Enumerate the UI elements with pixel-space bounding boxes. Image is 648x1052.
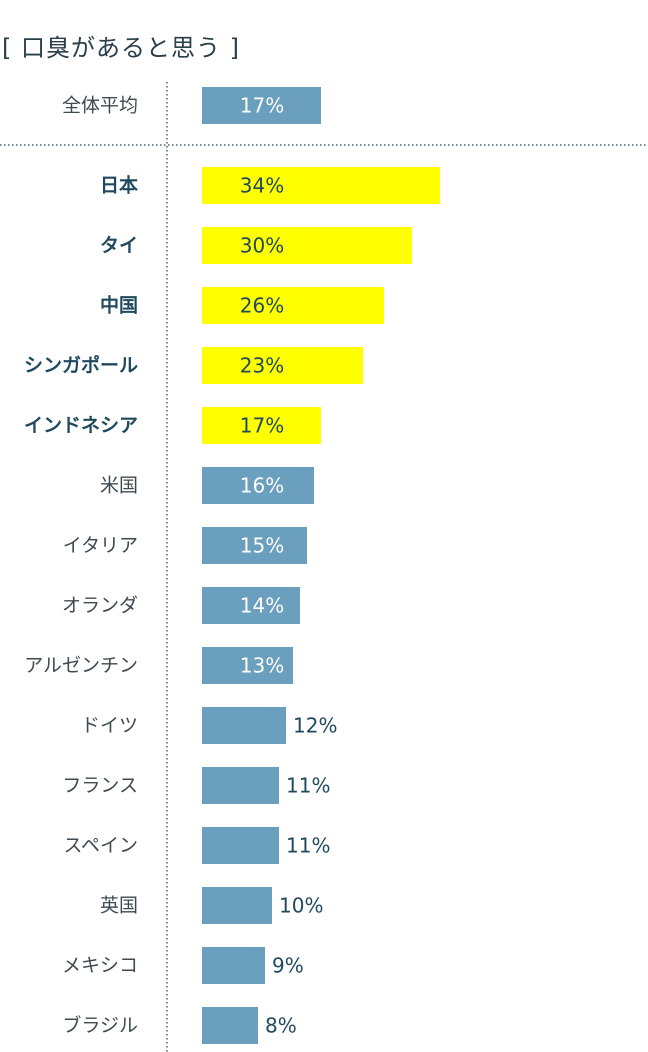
- value-label-average: 17%: [240, 94, 284, 118]
- value-label-2: 26%: [240, 294, 284, 318]
- value-label-8: 13%: [240, 654, 284, 678]
- bar-5: [202, 467, 314, 504]
- bar-9: [202, 707, 286, 744]
- value-label-14: 8%: [265, 1014, 297, 1038]
- bar-11: [202, 827, 279, 864]
- bar-6: [202, 527, 307, 564]
- bar-2: [202, 287, 384, 324]
- value-label-1: 30%: [240, 234, 284, 258]
- bar-1: [202, 227, 412, 264]
- category-label-8: アルゼンチン: [24, 655, 138, 677]
- bar-4: [202, 407, 321, 444]
- bar-3: [202, 347, 363, 384]
- value-label-13: 9%: [272, 954, 304, 978]
- value-label-10: 11%: [286, 774, 330, 798]
- chart-title: [ 口臭があると思う ]: [2, 34, 240, 62]
- bar-8: [202, 647, 293, 684]
- category-label-7: オランダ: [62, 595, 138, 617]
- category-label-3: シンガポール: [24, 354, 138, 377]
- value-label-0: 34%: [240, 174, 284, 198]
- bar-13: [202, 947, 265, 984]
- category-label-average: 全体平均: [62, 95, 138, 117]
- bar-0: [202, 167, 440, 204]
- value-label-3: 23%: [240, 354, 284, 378]
- bar-14: [202, 1007, 258, 1044]
- bar-average: [202, 87, 321, 124]
- category-label-12: 英国: [100, 895, 138, 917]
- bar-10: [202, 767, 279, 804]
- category-label-1: タイ: [100, 235, 138, 257]
- category-label-11: スペイン: [63, 835, 138, 857]
- category-label-13: メキシコ: [62, 955, 138, 977]
- value-label-5: 16%: [240, 474, 284, 498]
- category-label-0: 日本: [100, 174, 138, 197]
- value-label-7: 14%: [240, 594, 284, 618]
- category-label-10: フランス: [62, 775, 138, 797]
- category-label-9: ドイツ: [81, 715, 138, 737]
- bar-12: [202, 887, 272, 924]
- value-label-4: 17%: [240, 414, 284, 438]
- category-label-6: イタリア: [63, 535, 138, 557]
- category-label-2: 中国: [100, 294, 138, 317]
- value-label-9: 12%: [293, 714, 337, 738]
- value-label-12: 10%: [279, 894, 323, 918]
- category-label-5: 米国: [100, 475, 138, 497]
- category-label-14: ブラジル: [62, 1014, 138, 1037]
- value-label-11: 11%: [286, 834, 330, 858]
- bar-7: [202, 587, 300, 624]
- value-label-6: 15%: [240, 534, 284, 558]
- category-label-4: インドネシア: [24, 415, 138, 437]
